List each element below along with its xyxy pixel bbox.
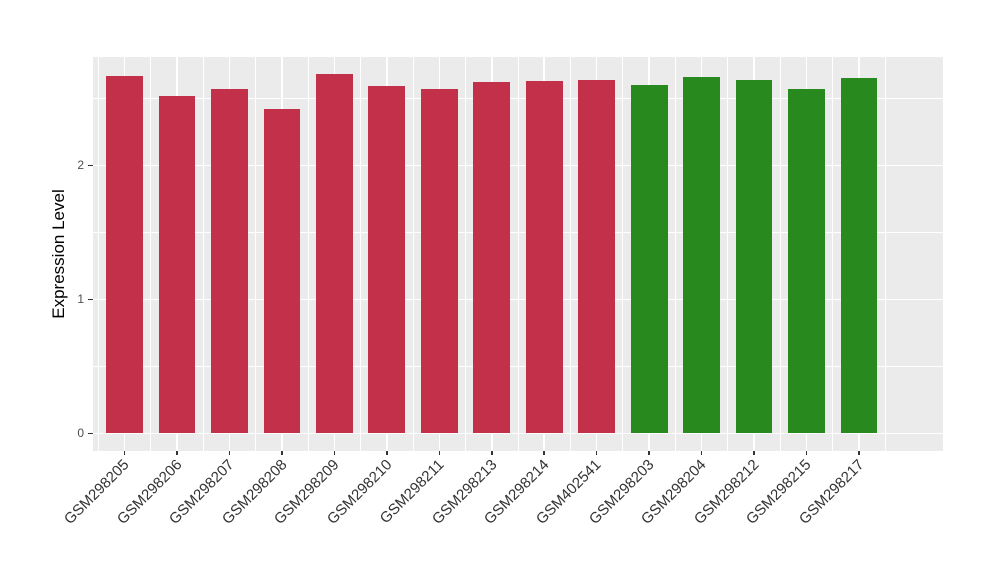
- y-tick-label: 1: [77, 292, 84, 307]
- minor-gridline-vertical: [465, 57, 467, 451]
- x-tick-mark: [700, 451, 703, 455]
- minor-gridline-vertical: [202, 57, 204, 451]
- bar-GSM298210: [368, 86, 406, 434]
- minor-gridline-vertical: [832, 57, 834, 451]
- bar-GSM298211: [420, 88, 458, 434]
- x-tick-mark: [595, 451, 598, 455]
- minor-gridline-vertical: [779, 57, 781, 451]
- minor-gridline-vertical: [255, 57, 257, 451]
- minor-gridline-vertical: [412, 57, 414, 451]
- x-tick-mark: [805, 451, 808, 455]
- minor-gridline-vertical: [150, 57, 152, 451]
- x-tick-mark: [386, 451, 388, 455]
- bar-GSM298217: [840, 78, 878, 434]
- minor-gridline-vertical: [97, 57, 99, 451]
- bar-GSM298204: [683, 76, 720, 434]
- bar-GSM298209: [315, 74, 353, 434]
- bar-GSM298208: [263, 109, 301, 434]
- minor-gridline-vertical: [727, 57, 729, 451]
- x-tick-mark: [491, 451, 493, 455]
- x-tick-mark: [753, 451, 755, 455]
- minor-gridline-vertical: [674, 57, 676, 451]
- y-tick-mark: [88, 298, 93, 301]
- y-tick-label: 0: [77, 426, 84, 441]
- y-tick-label: 2: [77, 158, 84, 173]
- bar-GSM298215: [788, 88, 825, 434]
- bar-GSM298205: [106, 75, 143, 434]
- x-tick-mark: [438, 451, 441, 455]
- plot-panel: [93, 57, 943, 451]
- x-tick-mark: [281, 451, 283, 455]
- major-gridline-horizontal: [93, 298, 943, 301]
- bar-GSM298206: [158, 95, 196, 434]
- minor-gridline-vertical: [517, 57, 519, 451]
- bar-GSM298213: [473, 82, 511, 434]
- bar-GSM298212: [735, 79, 773, 434]
- x-tick-mark: [123, 451, 126, 455]
- minor-gridline-vertical: [622, 57, 624, 451]
- minor-gridline-vertical: [884, 57, 886, 451]
- bar-GSM298203: [630, 84, 668, 434]
- bar-GSM298214: [525, 80, 563, 434]
- x-tick-mark: [176, 451, 178, 455]
- minor-gridline-vertical: [307, 57, 309, 451]
- x-tick-mark: [858, 451, 860, 455]
- y-tick-mark: [88, 164, 93, 167]
- y-tick-mark: [88, 432, 93, 435]
- minor-gridline-vertical: [569, 57, 571, 451]
- x-tick-mark: [543, 451, 545, 455]
- bar-GSM298207: [211, 88, 248, 434]
- x-tick-mark: [648, 451, 650, 455]
- x-tick-mark: [228, 451, 231, 455]
- minor-gridline-vertical: [360, 57, 362, 451]
- major-gridline-horizontal: [93, 164, 943, 167]
- x-tick-mark: [333, 451, 336, 455]
- major-gridline-horizontal: [93, 432, 943, 435]
- bar-GSM402541: [578, 79, 616, 434]
